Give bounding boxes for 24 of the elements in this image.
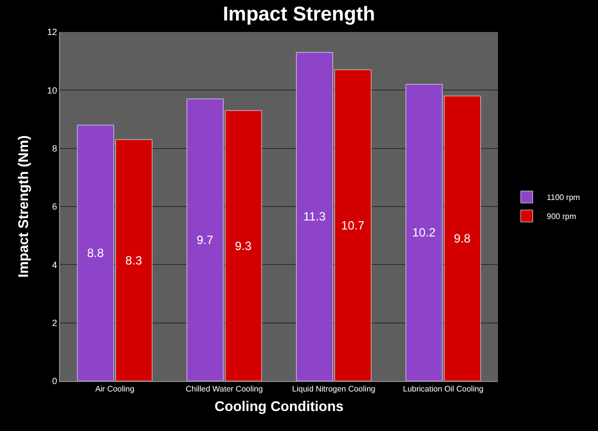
y-tick-label: 10 (47, 85, 58, 96)
y-tick-label: 8 (52, 143, 58, 154)
data-label: 9.7 (196, 232, 214, 247)
y-tick-label: 12 (47, 27, 58, 38)
x-tick-label: Chilled Water Cooling (186, 384, 263, 394)
data-label: 9.8 (454, 231, 471, 246)
x-tick-label: Lubrication Oil Cooling (403, 384, 484, 394)
data-label: 10.2 (412, 226, 436, 240)
y-tick-label: 0 (52, 376, 58, 386)
x-tick-label: Air Cooling (95, 384, 134, 394)
y-tick-label: 4 (52, 260, 58, 270)
chart-title: Impact Strength (222, 3, 376, 26)
data-label: 11.3 (303, 210, 326, 224)
x-tick-label: Liquid Nitrogen Cooling (292, 384, 376, 394)
data-label: 10.7 (341, 218, 365, 232)
y-tick-label: 6 (52, 202, 58, 212)
data-label: 8.8 (87, 246, 104, 260)
data-label: 9.3 (234, 238, 252, 253)
x-axis-title: Cooling Conditions (214, 398, 344, 414)
legend-label: 900 rpm (546, 212, 576, 222)
y-axis-title: Impact Strength (Nm) (14, 135, 31, 278)
data-label: 8.3 (125, 253, 142, 268)
legend-label: 1100 rpm (546, 193, 580, 202)
y-tick-label: 2 (52, 318, 58, 328)
